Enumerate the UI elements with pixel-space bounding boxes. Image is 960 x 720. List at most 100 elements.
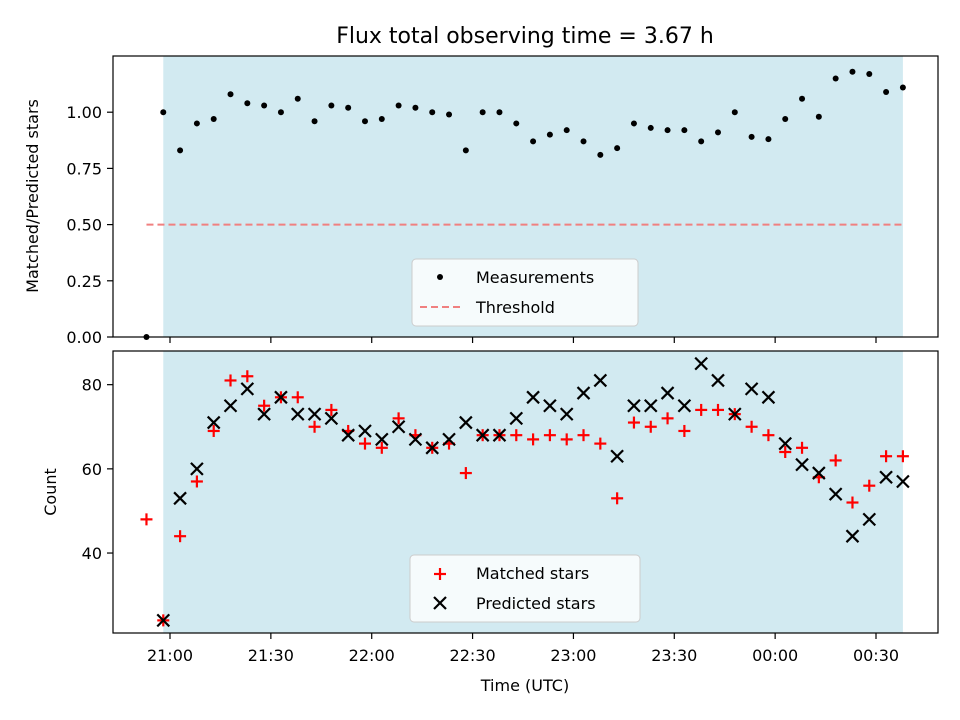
matched-star-point: [190, 475, 203, 488]
legend-threshold-label: Threshold: [475, 298, 555, 317]
predicted-star-point: [862, 512, 877, 527]
measurement-point: [681, 127, 688, 134]
measurement-point: [630, 120, 637, 127]
matched-star-point: [543, 429, 556, 442]
legend-matched-label: Matched stars: [476, 564, 589, 583]
measurement-point: [698, 138, 705, 145]
measurement-point: [277, 109, 284, 116]
top-legend: Measurements Threshold: [411, 258, 639, 327]
predicted-star-point: [660, 386, 675, 400]
predicted-star-point: [408, 432, 423, 447]
bottom-axes-frame: [112, 350, 939, 634]
bottom-y-axis: 40 60 80: [82, 376, 113, 563]
predicted-star-point: [492, 428, 507, 442]
matched-star-point: [896, 450, 909, 463]
predicted-star-point: [643, 398, 658, 413]
measurement-point: [479, 109, 486, 116]
predicted-star-point: [459, 415, 473, 430]
measurement-point: [160, 109, 167, 116]
predicted-star-point: [627, 398, 641, 413]
matched-star-point: [577, 429, 590, 442]
bottom-y-axis-label: Count: [41, 468, 60, 516]
predicted-star-point: [425, 441, 440, 455]
x-tick-label: 23:00: [550, 646, 596, 665]
predicted-star-point: [778, 436, 793, 451]
bottom-plot-marks: [140, 356, 910, 628]
measurement-point: [429, 109, 436, 116]
matched-star-point: [140, 513, 153, 526]
measurement-point: [395, 102, 402, 109]
x-tick-label: 00:30: [853, 646, 899, 665]
measurement-point: [261, 102, 268, 109]
predicted-star-point: [156, 613, 171, 628]
predicted-star-point: [274, 390, 288, 405]
measurement-point: [899, 84, 906, 91]
legend-measurements-marker: [437, 274, 443, 280]
predicted-star-point: [341, 428, 355, 442]
measurement-point: [378, 115, 385, 122]
predicted-star-point: [694, 356, 708, 371]
matched-star-point: [695, 403, 708, 416]
matched-star-point: [880, 450, 893, 463]
bottom-panel: 40 60 80 21:00 21:30 22:00 22:30 23:00 23:30 00:…: [41, 350, 939, 695]
predicted-star-point: [761, 390, 776, 405]
measurement-point: [462, 147, 469, 154]
matched-star-point: [611, 492, 624, 505]
matched-star-point: [527, 433, 540, 446]
matched-star-point: [224, 374, 237, 387]
measurement-point: [748, 133, 755, 140]
x-tick-label: 22:00: [349, 646, 395, 665]
x-tick-label: 21:30: [248, 646, 294, 665]
top-panel: 0.00 0.25 0.50 0.75 1.00 Matched/Predicted s…: [23, 55, 939, 347]
y-tick-label: 40: [82, 544, 102, 563]
top-plot-marks: [143, 68, 906, 340]
measurement-point: [815, 113, 822, 120]
measurement-point: [446, 111, 453, 118]
measurement-point: [546, 131, 553, 138]
measurement-point: [731, 109, 738, 116]
matched-star-point: [291, 391, 304, 404]
predicted-star-point: [173, 491, 187, 506]
measurement-point: [714, 129, 721, 136]
predicted-star-point: [290, 407, 305, 421]
measurement-point: [765, 136, 772, 143]
predicted-star-point: [728, 407, 742, 421]
x-tick-label: 21:00: [147, 646, 193, 665]
measurement-point: [883, 88, 890, 95]
bottom-legend: Matched stars Predicted stars: [409, 554, 641, 623]
predicted-star-point: [744, 382, 759, 396]
measurement-point: [361, 118, 368, 125]
x-tick-label: 23:30: [651, 646, 697, 665]
predicted-star-point: [543, 398, 557, 413]
matched-star-point: [846, 496, 859, 509]
top-y-axis-label: Matched/Predicted stars: [23, 99, 42, 293]
predicted-star-point: [828, 487, 843, 501]
predicted-star-point: [677, 398, 692, 413]
measurement-point: [193, 120, 200, 127]
matched-star-point: [241, 370, 254, 383]
measurement-point: [294, 95, 301, 102]
measurement-point: [782, 115, 789, 122]
measurement-point: [210, 115, 217, 122]
bottom-x-axis: 21:00 21:30 22:00 22:30 23:00 23:30 00:00 00:30: [147, 633, 899, 665]
predicted-star-point: [795, 457, 809, 472]
predicted-star-point: [391, 419, 406, 434]
matched-star-point: [258, 399, 271, 412]
predicted-star-point: [559, 407, 574, 421]
y-tick-label: 80: [82, 376, 102, 395]
predicted-star-point: [375, 432, 389, 447]
predicted-star-point: [206, 415, 221, 430]
top-axes-frame: [112, 55, 939, 338]
matched-star-point: [459, 467, 472, 480]
matched-star-point: [174, 530, 187, 543]
y-tick-label: 0.25: [66, 272, 102, 291]
matched-star-point: [863, 479, 876, 492]
measurement-point: [530, 138, 537, 145]
predicted-star-point: [526, 390, 540, 405]
matched-star-point: [762, 429, 775, 442]
y-tick-label: 0.50: [66, 216, 102, 235]
measurement-point: [412, 104, 419, 111]
predicted-star-point: [845, 529, 860, 543]
matched-star-point: [375, 441, 388, 454]
